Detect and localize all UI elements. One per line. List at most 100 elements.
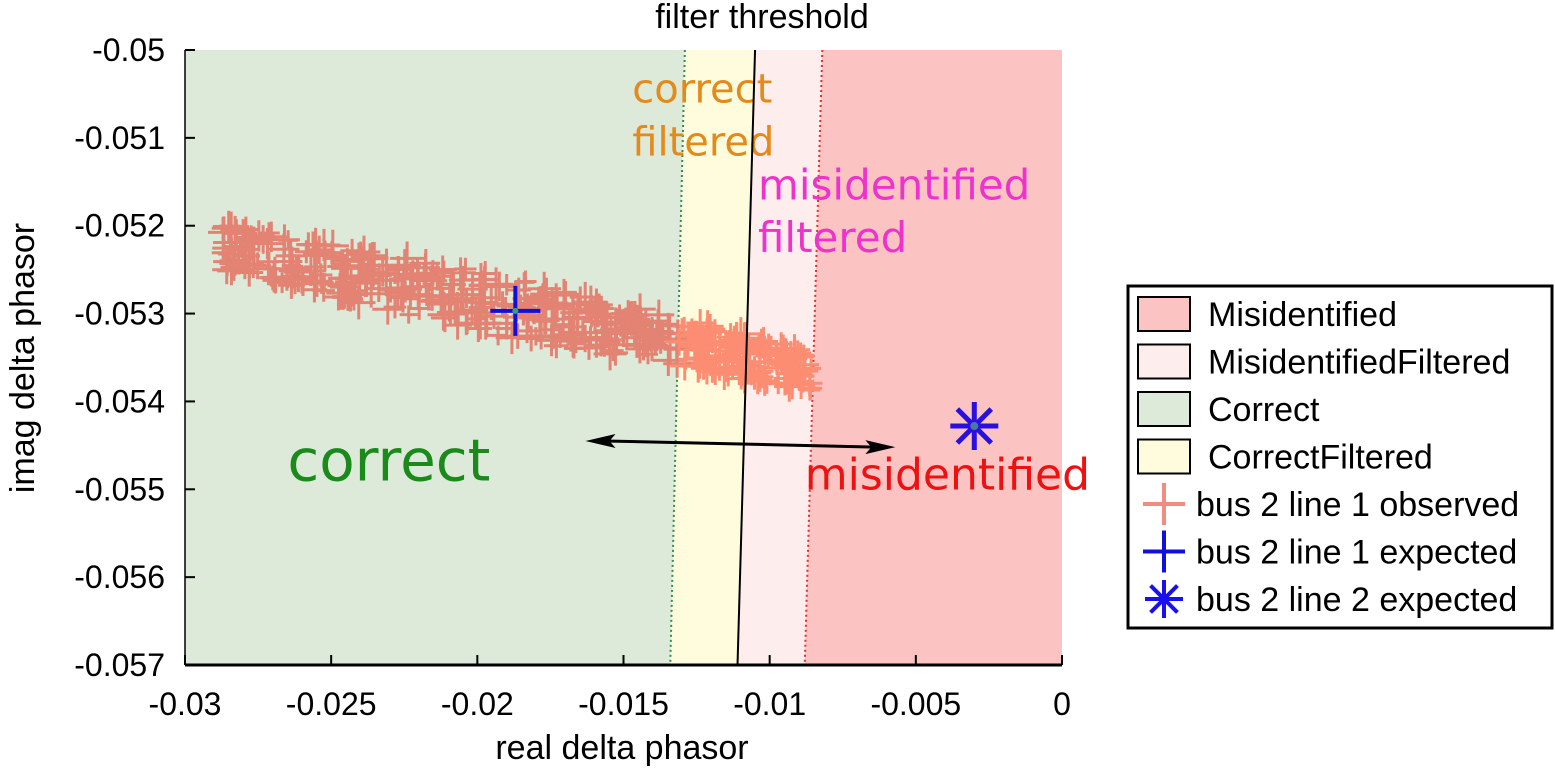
- observed-point: [386, 278, 420, 313]
- observed-point: [384, 279, 412, 307]
- observed-point: [505, 323, 531, 349]
- observed-point: [217, 256, 246, 286]
- observed-point: [756, 335, 786, 366]
- legend-swatch: [1137, 438, 1191, 475]
- observed-point: [721, 344, 741, 364]
- filter-threshold-line: [736, 49, 757, 666]
- legend-label: bus 2 line 1 observed: [1196, 486, 1519, 524]
- observed-point: [495, 274, 518, 296]
- observed-point: [622, 301, 642, 320]
- arrow-head-left: [585, 433, 616, 448]
- observed-point: [227, 252, 250, 275]
- x-axis-label: real delta phasor: [495, 729, 748, 767]
- observed-point: [469, 307, 502, 340]
- observed-point: [591, 307, 623, 339]
- legend-marker: [1145, 580, 1183, 618]
- arrow: [585, 433, 896, 455]
- annotation-label: filtered: [758, 213, 907, 262]
- legend-box: [1126, 284, 1554, 630]
- annotation-label: correct: [632, 67, 772, 113]
- legend-marker: [1143, 483, 1185, 525]
- x-tick-label: -0.015: [578, 686, 669, 722]
- observed-point: [399, 305, 418, 324]
- y-tick-label: -0.053: [74, 296, 165, 332]
- x-tick-label: -0.02: [441, 686, 514, 722]
- annotation-label: filtered: [632, 119, 774, 165]
- observed-point: [660, 314, 680, 334]
- observed-point: [268, 233, 300, 265]
- observed-point: [611, 319, 635, 343]
- x-tick-label: -0.005: [870, 686, 961, 722]
- observed-point: [465, 309, 486, 329]
- expected-markers: [490, 285, 999, 451]
- region-misidentified: [804, 50, 1062, 665]
- observed-point: [774, 341, 808, 374]
- observed-point: [368, 258, 397, 287]
- observed-point: [372, 293, 404, 325]
- observed-point: [454, 257, 477, 281]
- y-tick-label: -0.052: [74, 208, 165, 244]
- observed-point: [468, 273, 492, 297]
- observed-point: [792, 365, 814, 386]
- observed-point: [393, 262, 428, 296]
- plot-regions: [185, 50, 1062, 665]
- region-correct: [185, 50, 685, 665]
- observed-point: [387, 256, 410, 279]
- observed-point: [541, 290, 573, 322]
- observed-point: [436, 269, 466, 300]
- observed-point: [527, 271, 561, 306]
- observed-point: [472, 260, 498, 286]
- observed-point: [311, 272, 333, 294]
- legend-label: CorrectFiltered: [1208, 439, 1433, 477]
- observed-point: [750, 365, 774, 389]
- observed-point: [416, 285, 438, 307]
- y-tick-label: -0.05: [92, 32, 165, 68]
- observed-point: [736, 353, 762, 378]
- legend-swatch: [1137, 343, 1191, 380]
- observed-point: [689, 343, 720, 373]
- arrow-head-right: [865, 440, 896, 455]
- annotation-label: misidentified: [805, 449, 1090, 500]
- observed-point: [715, 357, 739, 381]
- y-tick-label: -0.054: [74, 383, 165, 419]
- observed-point: [369, 248, 404, 282]
- observed-point: [670, 351, 700, 381]
- observed-point: [474, 287, 508, 321]
- legend-label: Correct: [1208, 391, 1320, 429]
- observed-point: [524, 305, 544, 325]
- observed-point: [626, 313, 646, 333]
- observed-point: [535, 324, 568, 357]
- observed-point: [212, 237, 235, 260]
- legend-swatch: [1137, 296, 1191, 332]
- annotations: correctcorrectfilteredmisidentifiedfilte…: [287, 49, 1090, 666]
- observed-point: [322, 248, 344, 269]
- annotation-label: misidentified: [758, 160, 1030, 209]
- observed-point: [637, 338, 656, 358]
- observed-point: [443, 302, 467, 326]
- observed-point: [427, 275, 454, 302]
- legend: Misidentified MisidentifiedFiltered Correc…: [1126, 284, 1554, 630]
- x-tick-label: 0: [1053, 686, 1071, 722]
- legend-label: MisidentifiedFiltered: [1208, 344, 1510, 382]
- observed-point: [790, 342, 812, 364]
- observed-point: [663, 349, 692, 378]
- legend-label: bus 2 line 1 expected: [1196, 534, 1517, 572]
- observed-point: [570, 281, 601, 313]
- axis-ticks: -0.03 -0.025 -0.02 -0.015 -0.01 -0.005 0 -0.05 -…: [74, 32, 1071, 722]
- x-tick-label: -0.01: [733, 686, 806, 722]
- y-tick-label: -0.051: [74, 120, 165, 156]
- x-tick-label: -0.025: [286, 686, 377, 722]
- y-tick-label: -0.056: [74, 559, 165, 595]
- observed-point: [411, 262, 437, 288]
- observed-point: [514, 270, 537, 293]
- observed-point: [365, 275, 393, 303]
- observed-point-cloud: [207, 210, 823, 402]
- observed-point: [793, 344, 815, 366]
- observed-point: [610, 304, 629, 323]
- observed-point: [600, 318, 622, 340]
- observed-point: [358, 259, 378, 280]
- observed-point: [684, 323, 704, 342]
- observed-point: [539, 294, 568, 323]
- observed-point: [691, 310, 724, 343]
